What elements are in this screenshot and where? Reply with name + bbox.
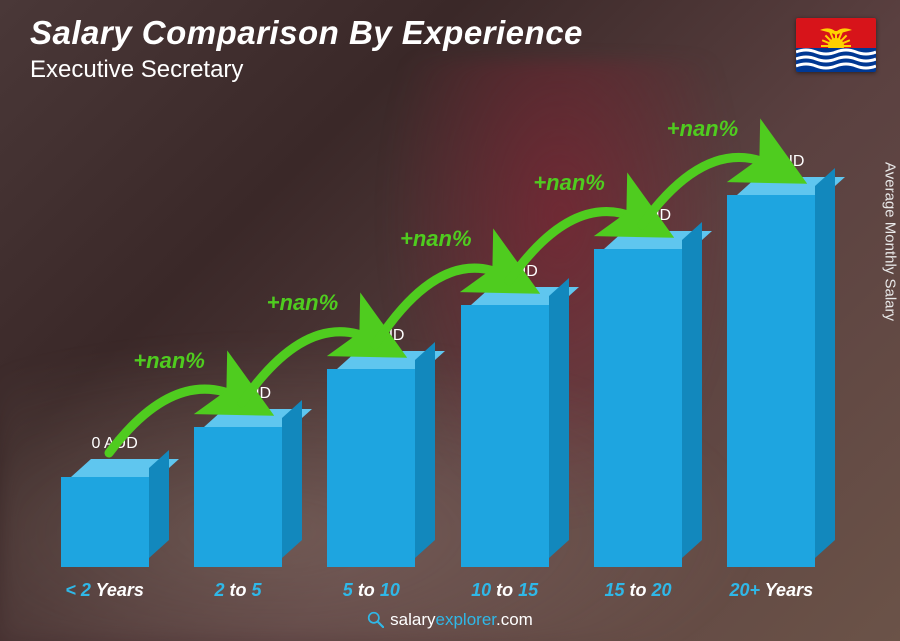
bar-slot: 0 AUD	[705, 195, 838, 567]
country-flag-kiribati	[796, 18, 876, 72]
bar: 0 AUD	[727, 195, 815, 567]
x-axis: < 2 Years2 to 55 to 1010 to 1515 to 2020…	[38, 580, 838, 601]
bar-value-label: 0 AUD	[321, 327, 441, 345]
bar-slot: 0 AUD	[171, 427, 304, 567]
bar-slot: 0 AUD	[305, 369, 438, 567]
bar-slot: 0 AUD	[438, 305, 571, 567]
header: Salary Comparison By Experience Executiv…	[30, 14, 583, 84]
bar-value-label: 0 AUD	[55, 435, 175, 453]
page-subtitle: Executive Secretary	[30, 56, 583, 84]
bar: 0 AUD	[327, 369, 415, 567]
y-axis-label: Average Monthly Salary	[882, 162, 899, 321]
x-axis-label: 15 to 20	[571, 580, 704, 601]
footer: salaryexplorer.com	[0, 610, 900, 634]
magnifier-icon	[367, 611, 384, 628]
footer-brand-first: salary	[390, 610, 435, 629]
bar-value-label: 0 AUD	[588, 207, 708, 225]
footer-brand-second: explorer	[436, 610, 496, 629]
x-axis-label: 20+ Years	[705, 580, 838, 601]
footer-brand: salaryexplorer.com	[390, 610, 533, 630]
bar: 0 AUD	[461, 305, 549, 567]
bar-value-label: 0 AUD	[455, 263, 575, 281]
x-axis-label: < 2 Years	[38, 580, 171, 601]
bar-slot: 0 AUD	[38, 477, 171, 567]
page-title: Salary Comparison By Experience	[30, 14, 583, 52]
x-axis-label: 2 to 5	[171, 580, 304, 601]
x-axis-label: 5 to 10	[305, 580, 438, 601]
bar-value-label: 0 AUD	[721, 153, 841, 171]
bar: 0 AUD	[594, 249, 682, 567]
bar-value-label: 0 AUD	[188, 385, 308, 403]
bar-slot: 0 AUD	[571, 249, 704, 567]
bar: 0 AUD	[194, 427, 282, 567]
bar-chart: 0 AUD 0 AUD 0 AUD 0 AUD 0 AUD 0 AUD	[38, 87, 838, 567]
footer-brand-suffix: .com	[496, 610, 533, 629]
bar: 0 AUD	[61, 477, 149, 567]
x-axis-label: 10 to 15	[438, 580, 571, 601]
